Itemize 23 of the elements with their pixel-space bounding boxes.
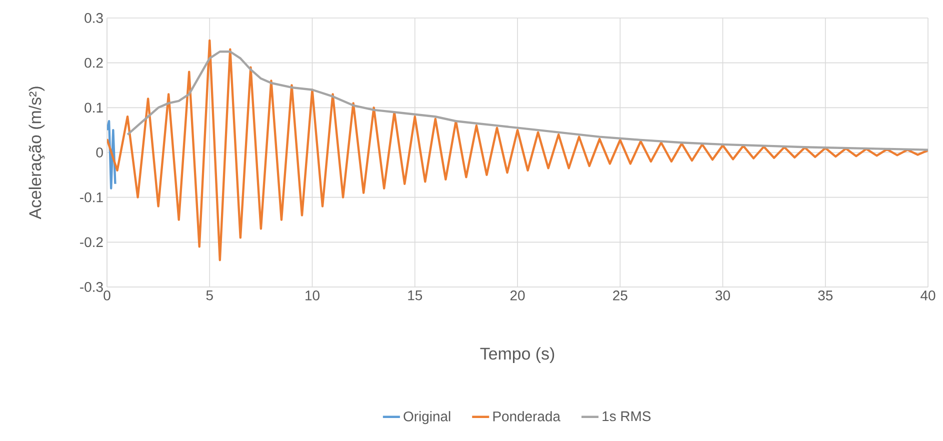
- x-tick-label: 15: [408, 290, 422, 300]
- y-tick-label: 0.2: [84, 58, 103, 68]
- x-tick-label: 25: [613, 290, 628, 300]
- x-axis-title: Tempo (s): [480, 347, 554, 364]
- y-tick-label: 0.3: [84, 13, 103, 23]
- x-tick-label: 5: [206, 290, 213, 300]
- y-tick-label: -0.2: [80, 237, 103, 248]
- y-tick-label: 0.1: [84, 102, 103, 113]
- x-tick-label: 10: [306, 290, 320, 300]
- legend-label: Ponderada: [493, 411, 560, 422]
- x-tick-label: 20: [510, 290, 525, 300]
- x-tick-label: 30: [716, 290, 730, 300]
- x-tick-label: 0: [104, 290, 110, 300]
- y-tick-label: -0.1: [80, 192, 103, 202]
- line-series: [107, 120, 116, 190]
- legend-label: Original: [404, 411, 450, 424]
- y-axis-title: Aceleração (m/s²): [28, 86, 45, 220]
- legend-label: 1s RMS: [602, 411, 651, 422]
- line-series: [107, 39, 928, 262]
- x-tick-label: 40: [920, 290, 936, 300]
- y-tick-label: -0.3: [80, 282, 103, 292]
- y-tick-label: 0: [96, 148, 103, 158]
- x-tick-label: 35: [818, 290, 833, 300]
